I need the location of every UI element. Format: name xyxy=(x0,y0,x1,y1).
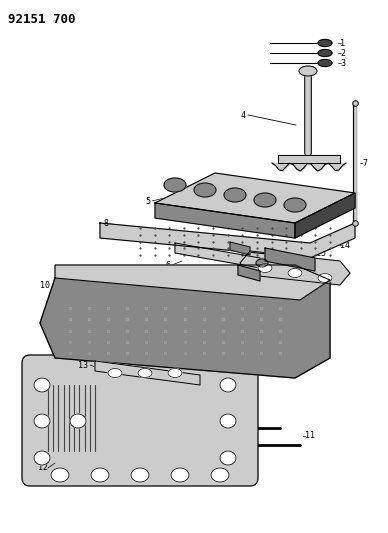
Ellipse shape xyxy=(108,368,122,377)
Ellipse shape xyxy=(288,269,302,278)
Ellipse shape xyxy=(224,188,246,202)
Text: 9: 9 xyxy=(262,272,267,281)
Text: 7: 7 xyxy=(362,158,367,167)
Text: 8: 8 xyxy=(103,219,108,228)
Text: 4: 4 xyxy=(241,110,246,119)
Text: 11: 11 xyxy=(305,432,315,440)
Polygon shape xyxy=(40,278,330,378)
Ellipse shape xyxy=(34,378,50,392)
Ellipse shape xyxy=(131,468,149,482)
Ellipse shape xyxy=(256,259,268,267)
Text: 92151 700: 92151 700 xyxy=(8,13,76,26)
Ellipse shape xyxy=(220,378,236,392)
Ellipse shape xyxy=(284,198,306,212)
Polygon shape xyxy=(238,265,260,281)
Text: 12: 12 xyxy=(38,464,48,472)
Ellipse shape xyxy=(168,368,182,377)
Ellipse shape xyxy=(70,414,86,428)
Ellipse shape xyxy=(220,414,236,428)
Polygon shape xyxy=(230,242,250,255)
Polygon shape xyxy=(295,193,355,238)
Ellipse shape xyxy=(220,451,236,465)
Polygon shape xyxy=(55,265,330,300)
Ellipse shape xyxy=(34,414,50,428)
Ellipse shape xyxy=(138,368,152,377)
Text: 15: 15 xyxy=(316,248,326,257)
Polygon shape xyxy=(100,223,355,258)
Ellipse shape xyxy=(194,183,216,197)
FancyBboxPatch shape xyxy=(22,355,258,486)
Polygon shape xyxy=(278,155,340,163)
Polygon shape xyxy=(240,251,350,285)
Ellipse shape xyxy=(258,263,272,272)
Ellipse shape xyxy=(318,273,332,282)
Ellipse shape xyxy=(211,468,229,482)
Text: 3: 3 xyxy=(340,59,345,68)
Ellipse shape xyxy=(299,66,317,76)
Polygon shape xyxy=(265,248,315,271)
Ellipse shape xyxy=(254,193,276,207)
Ellipse shape xyxy=(34,451,50,465)
Ellipse shape xyxy=(171,468,189,482)
Ellipse shape xyxy=(91,468,109,482)
Ellipse shape xyxy=(164,178,186,192)
Ellipse shape xyxy=(318,39,332,46)
Ellipse shape xyxy=(318,60,332,67)
Text: 13: 13 xyxy=(78,360,88,369)
Text: 2: 2 xyxy=(340,49,345,58)
Text: 14: 14 xyxy=(340,240,350,249)
Text: 6: 6 xyxy=(165,261,170,270)
Polygon shape xyxy=(155,173,355,223)
Text: 5: 5 xyxy=(145,197,150,206)
Text: 1: 1 xyxy=(340,38,345,47)
Text: 10: 10 xyxy=(40,280,50,289)
Polygon shape xyxy=(95,361,200,385)
Polygon shape xyxy=(175,243,260,268)
Text: 16: 16 xyxy=(226,266,236,276)
Ellipse shape xyxy=(318,50,332,56)
Ellipse shape xyxy=(51,468,69,482)
Polygon shape xyxy=(155,203,295,238)
